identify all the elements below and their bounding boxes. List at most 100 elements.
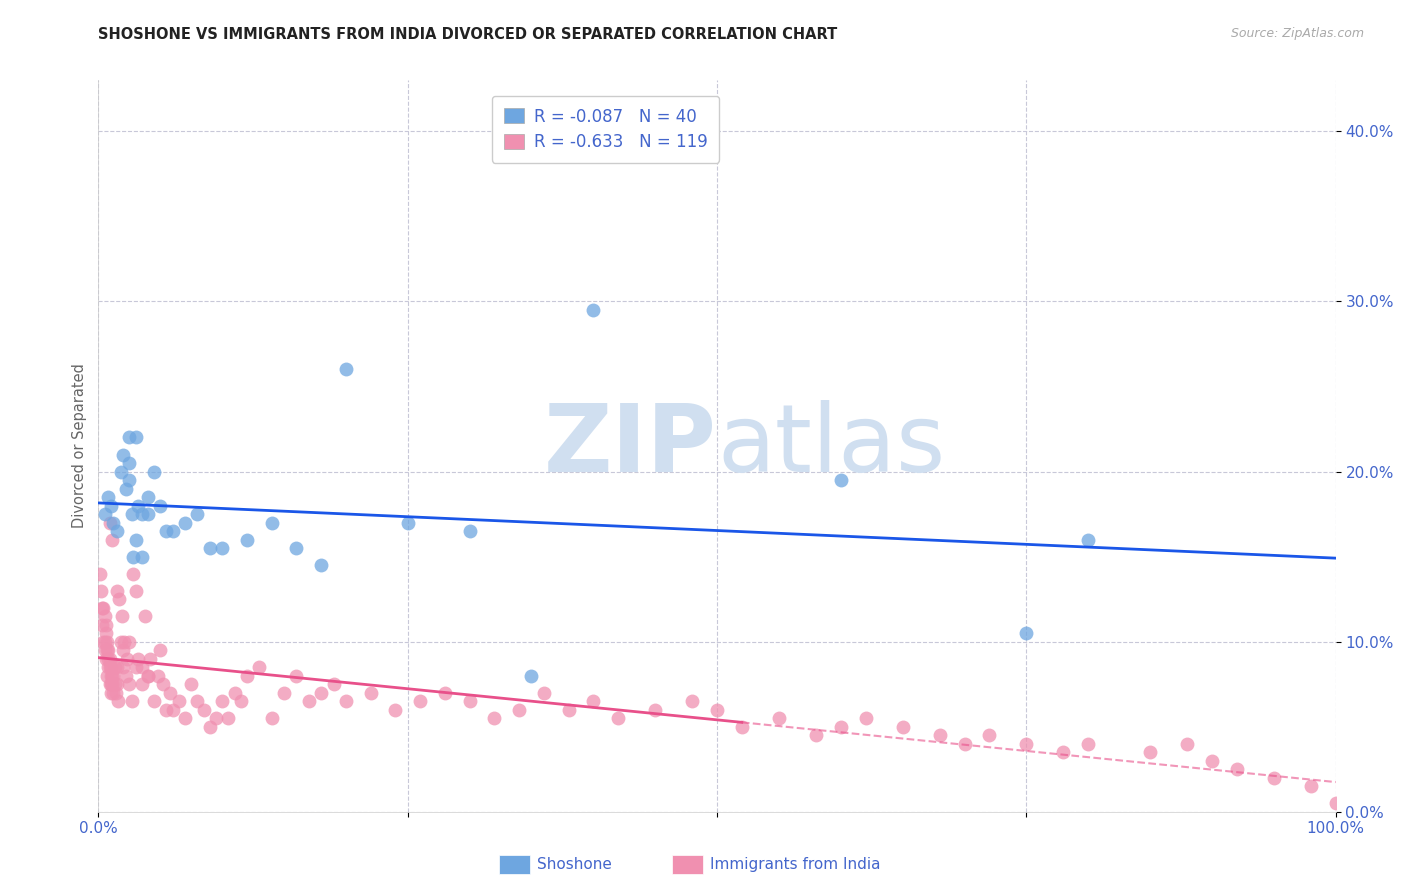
Point: [124, 533, 146, 547]
Point: [198, 720, 221, 734]
Point: [335, 694, 357, 708]
Point: [122, 566, 145, 581]
Point: [104, 686, 127, 700]
Point: [855, 711, 877, 725]
Point: [124, 430, 146, 444]
Point: [98, 516, 121, 530]
Point: [105, 677, 128, 691]
Point: [162, 703, 184, 717]
Point: [211, 541, 233, 555]
Point: [93, 634, 115, 648]
Point: [143, 465, 166, 479]
Point: [100, 677, 122, 691]
Point: [101, 533, 124, 547]
Point: [139, 651, 162, 665]
Point: [458, 524, 481, 538]
Point: [98, 677, 121, 691]
Point: [229, 694, 252, 708]
Point: [93, 507, 115, 521]
Text: Immigrants from India: Immigrants from India: [710, 857, 880, 871]
Text: Shoshone: Shoshone: [537, 857, 612, 871]
Point: [103, 668, 125, 682]
Point: [112, 448, 135, 462]
Point: [124, 583, 146, 598]
Point: [205, 711, 228, 725]
Point: [155, 524, 177, 538]
Point: [93, 634, 115, 648]
Point: [100, 668, 122, 682]
Point: [136, 668, 159, 682]
Point: [91, 600, 114, 615]
Point: [115, 651, 138, 665]
Point: [136, 507, 159, 521]
Point: [285, 541, 308, 555]
Text: atlas: atlas: [717, 400, 945, 492]
Point: [533, 686, 555, 700]
Point: [98, 660, 121, 674]
Point: [118, 634, 141, 648]
Point: [96, 643, 118, 657]
Point: [110, 634, 132, 648]
Point: [582, 694, 605, 708]
Point: [93, 643, 115, 657]
Point: [1324, 796, 1347, 810]
Point: [143, 694, 166, 708]
Point: [101, 668, 124, 682]
Point: [114, 668, 136, 682]
Point: [384, 703, 406, 717]
Text: SHOSHONE VS IMMIGRANTS FROM INDIA DIVORCED OR SEPARATED CORRELATION CHART: SHOSHONE VS IMMIGRANTS FROM INDIA DIVORC…: [98, 27, 838, 42]
Point: [1077, 737, 1099, 751]
Point: [360, 686, 382, 700]
Point: [260, 516, 283, 530]
Point: [298, 694, 321, 708]
Point: [508, 703, 530, 717]
Point: [149, 643, 172, 657]
Point: [121, 507, 143, 521]
Point: [167, 694, 190, 708]
Point: [152, 677, 174, 691]
Point: [309, 558, 332, 572]
Point: [111, 609, 134, 624]
Point: [100, 660, 122, 674]
Point: [180, 677, 202, 691]
Point: [112, 660, 135, 674]
Point: [804, 728, 827, 742]
Point: [174, 711, 197, 725]
Point: [112, 643, 135, 657]
Point: [118, 473, 141, 487]
Point: [127, 651, 149, 665]
Point: [1226, 762, 1249, 776]
Point: [830, 473, 852, 487]
Point: [97, 490, 120, 504]
Point: [198, 541, 221, 555]
Point: [484, 711, 506, 725]
Point: [93, 609, 115, 624]
Point: [131, 677, 153, 691]
Point: [557, 703, 579, 717]
Point: [100, 686, 122, 700]
Point: [105, 660, 128, 674]
Point: [105, 583, 128, 598]
Y-axis label: Divorced or Separated: Divorced or Separated: [72, 364, 87, 528]
Point: [236, 668, 259, 682]
Point: [96, 668, 118, 682]
Point: [90, 583, 112, 598]
Point: [644, 703, 666, 717]
Point: [224, 686, 246, 700]
Point: [105, 524, 128, 538]
Point: [131, 549, 153, 564]
Point: [91, 617, 114, 632]
Point: [94, 617, 117, 632]
Point: [94, 651, 117, 665]
Point: [122, 549, 145, 564]
Point: [131, 660, 153, 674]
Point: [107, 694, 129, 708]
Point: [1263, 771, 1285, 785]
Point: [520, 668, 543, 682]
Point: [582, 302, 605, 317]
Point: [260, 711, 283, 725]
Point: [96, 634, 118, 648]
Point: [127, 499, 149, 513]
Text: Source: ZipAtlas.com: Source: ZipAtlas.com: [1230, 27, 1364, 40]
Point: [174, 516, 197, 530]
